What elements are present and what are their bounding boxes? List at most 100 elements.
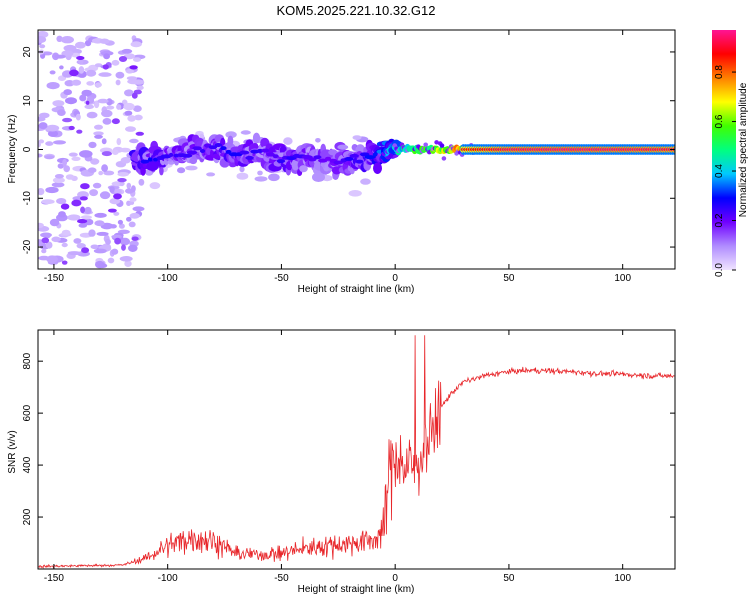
- spectrogram-cell: [77, 219, 88, 224]
- spectrogram-cell: [112, 149, 119, 155]
- spectrogram-cell: [119, 237, 131, 246]
- spectrogram-cell: [266, 152, 275, 157]
- spectrogram-x-tick-label: -100: [158, 273, 178, 284]
- spectrogram-cell: [59, 65, 64, 70]
- spectrogram-cell: [71, 199, 82, 207]
- spectrogram-cell: [71, 156, 81, 161]
- spectrogram-cell: [101, 109, 113, 118]
- snr-x-tick-label: 0: [392, 573, 398, 584]
- snr-y-tick-label: 600: [22, 404, 33, 421]
- spectrogram-cell: [113, 193, 122, 200]
- spectrogram-cell: [88, 141, 97, 149]
- spectrogram-x-tick-label: -50: [274, 273, 289, 284]
- spectrogram-cell: [291, 158, 299, 171]
- colorbar-tick-label: 0.4: [714, 164, 725, 178]
- spectrogram-cell: [186, 150, 198, 155]
- spectrogram-cell: [39, 112, 50, 119]
- spectrogram-cell: [94, 134, 103, 139]
- spectrogram-cell: [676, 146, 682, 153]
- spectrogram-cell: [220, 146, 227, 151]
- spectrogram-cell: [129, 65, 138, 70]
- spectrogram-cell: [126, 76, 137, 81]
- spectrogram-cell: [373, 162, 382, 174]
- spectrogram-y-ticks: -20 -10 0 10 20: [22, 46, 675, 254]
- spectrogram-cell: [318, 158, 328, 163]
- spectrogram-cell: [239, 166, 245, 173]
- spectrogram-x-tick-label: 50: [503, 273, 515, 284]
- snr-x-tick-label: -100: [158, 573, 178, 584]
- spectrogram-cell: [128, 244, 138, 252]
- spectrogram-cell: [135, 131, 144, 136]
- spectrogram-cell: [38, 122, 48, 130]
- spectrogram-cell: [46, 255, 58, 263]
- spectrogram-cell: [313, 155, 322, 160]
- colorbar-gradient: [712, 30, 736, 270]
- spectrogram-cell: [94, 124, 103, 130]
- spectrogram-cell: [101, 164, 108, 173]
- spectrogram-cell: [113, 211, 120, 216]
- spectrogram-cell: [129, 197, 137, 202]
- spectrogram-cell: [229, 162, 237, 168]
- spectrogram-cell: [76, 243, 86, 249]
- colorbar-tick-label: 0.6: [714, 114, 725, 128]
- spectrogram-cell: [131, 185, 136, 193]
- spectrogram-cell: [45, 124, 60, 132]
- spectrogram-cell: [111, 118, 120, 125]
- spectrogram-cell: [208, 145, 218, 150]
- spectrogram-cell: [123, 102, 135, 111]
- snr-y-tick-label: 800: [22, 352, 33, 369]
- spectrogram-cell: [52, 100, 65, 107]
- spectrogram-y-tick-label: 20: [22, 46, 33, 58]
- colorbar: 0.0 0.2 0.4 0.6 0.8 Normalized spectral ampl…: [712, 30, 749, 277]
- spectrogram-cell: [115, 71, 125, 79]
- spectrogram-cell: [134, 114, 143, 121]
- spectrogram-cell: [98, 263, 108, 269]
- spectrogram-cell: [73, 238, 82, 244]
- spectrogram-cell: [61, 50, 74, 57]
- spectrogram-cell: [111, 59, 120, 66]
- spectrogram-cell: [76, 129, 83, 134]
- spectrogram-cell: [94, 220, 105, 227]
- spectrogram-cell: [40, 232, 52, 238]
- spectrogram-cell: [84, 104, 94, 110]
- spectrogram-cell: [97, 98, 109, 104]
- spectrogram-cell: [199, 133, 205, 139]
- spectrogram-y-label: Frequency (Hz): [7, 115, 18, 184]
- spectrogram-cell: [86, 69, 97, 77]
- spectrogram-cell: [103, 170, 115, 176]
- spectrogram-cell: [57, 163, 64, 169]
- spectrogram-cell: [118, 56, 128, 62]
- spectrogram-cell: [41, 199, 55, 205]
- spectrogram-cell: [133, 105, 142, 112]
- spectrogram-cell: [94, 82, 102, 88]
- spectrogram-cell: [117, 178, 127, 183]
- spectrogram-cell: [108, 208, 117, 213]
- snr-x-tick-label: -50: [274, 573, 289, 584]
- spectrogram-cell: [80, 206, 86, 214]
- spectrogram-cell: [257, 170, 263, 176]
- spectrogram-cell: [441, 156, 447, 161]
- spectrogram-cell: [81, 89, 92, 97]
- spectrogram-cell: [115, 79, 121, 86]
- spectrogram-cell: [102, 64, 109, 70]
- spectrogram-cell: [130, 41, 142, 48]
- spectrogram-cell: [349, 153, 359, 158]
- spectrogram-cell: [51, 182, 65, 188]
- spectrogram-cell: [101, 151, 112, 157]
- colorbar-ticks: 0.0 0.2 0.4 0.6 0.8: [714, 65, 736, 277]
- spectrogram-cell: [125, 126, 136, 132]
- spectrogram-cell: [90, 244, 99, 250]
- colorbar-tick-label: 0.2: [714, 213, 725, 227]
- spectrogram-cell: [44, 155, 55, 160]
- spectrogram-y-tick-label: 10: [22, 95, 33, 107]
- spectrogram-cell: [96, 231, 109, 236]
- spectrogram-cell: [67, 251, 81, 256]
- spectrogram-cell: [126, 216, 132, 222]
- spectrogram-cell: [206, 172, 216, 177]
- spectrogram-cell: [61, 242, 68, 248]
- spectrogram-cell: [38, 222, 44, 228]
- spectrogram-cell: [79, 196, 88, 201]
- spectrogram-cell: [45, 186, 59, 194]
